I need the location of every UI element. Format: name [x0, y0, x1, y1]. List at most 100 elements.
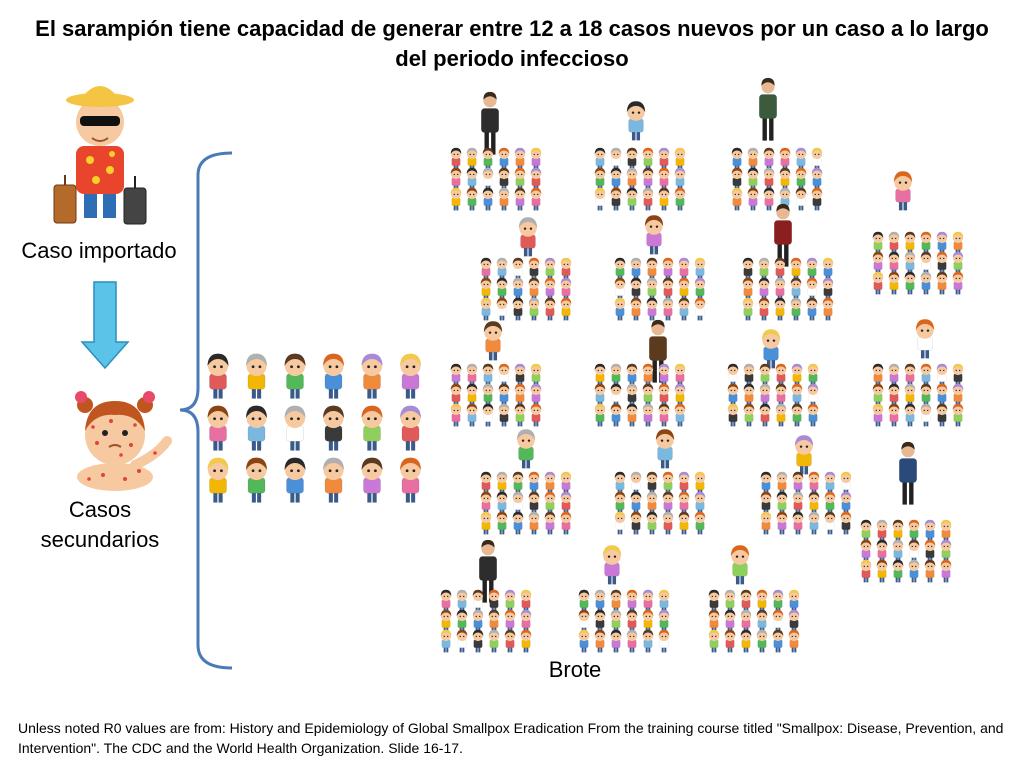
person-icon: [528, 277, 540, 301]
person-icon: [626, 609, 638, 633]
person-icon: [658, 187, 670, 211]
person-icon: [936, 363, 948, 387]
person-icon: [481, 91, 499, 155]
outbreak-cluster: [708, 545, 800, 653]
person-icon: [892, 519, 904, 543]
person-icon: [466, 167, 478, 191]
person-icon: [694, 297, 706, 321]
person-icon: [674, 187, 686, 211]
person-icon: [904, 383, 916, 407]
person-icon: [940, 519, 952, 543]
person-icon: [759, 77, 777, 141]
outbreak-cluster: [614, 215, 706, 321]
outbreak-cluster: [450, 321, 542, 427]
person-icon: [759, 403, 771, 427]
person-icon: [610, 167, 622, 191]
person-icon: [940, 539, 952, 563]
person-icon: [872, 251, 884, 275]
person-icon: [727, 383, 739, 407]
person-icon: [872, 231, 884, 255]
person-icon: [808, 471, 820, 495]
person-icon: [626, 363, 638, 387]
person-icon: [646, 257, 658, 281]
person-icon: [504, 629, 516, 653]
person-icon: [743, 383, 755, 407]
person-icon: [724, 609, 736, 633]
person-icon: [807, 383, 819, 407]
person-icon: [860, 519, 872, 543]
person-icon: [776, 471, 788, 495]
person-icon: [936, 251, 948, 275]
person-icon: [774, 297, 786, 321]
person-icon: [488, 629, 500, 653]
person-icon: [888, 383, 900, 407]
person-icon: [560, 471, 572, 495]
person-icon: [731, 187, 743, 211]
person-icon: [822, 277, 834, 301]
person-icon: [594, 403, 606, 427]
person-icon: [642, 629, 654, 653]
person-icon: [480, 257, 492, 281]
secondary-cases-label: Casos secundarios: [40, 497, 160, 552]
person-icon: [516, 429, 536, 469]
person-icon: [610, 629, 622, 653]
person-icon: [674, 403, 686, 427]
person-icon: [361, 457, 383, 503]
person-icon: [630, 471, 642, 495]
person-icon: [482, 167, 494, 191]
person-icon: [795, 187, 807, 211]
person-icon: [908, 559, 920, 583]
person-icon: [514, 403, 526, 427]
person-icon: [560, 511, 572, 535]
sick-child-icon: [75, 391, 172, 491]
person-icon: [626, 187, 638, 211]
person-icon: [472, 609, 484, 633]
person-icon: [694, 471, 706, 495]
person-icon: [450, 363, 462, 387]
person-icon: [790, 297, 802, 321]
tourist-icon: [53, 86, 147, 225]
secondary-cases-group: [207, 353, 422, 503]
person-icon: [888, 231, 900, 255]
outbreak-cluster: [480, 217, 572, 321]
person-icon: [578, 589, 590, 613]
person-icon: [795, 167, 807, 191]
person-icon: [892, 559, 904, 583]
person-icon: [514, 363, 526, 387]
person-icon: [626, 101, 646, 141]
outbreak-cluster: [614, 429, 706, 535]
person-icon: [440, 629, 452, 653]
person-icon: [466, 403, 478, 427]
person-icon: [952, 271, 964, 295]
person-icon: [610, 609, 622, 633]
person-icon: [806, 297, 818, 321]
person-icon: [772, 629, 784, 653]
person-icon: [811, 187, 823, 211]
person-icon: [496, 297, 508, 321]
person-icon: [594, 589, 606, 613]
person-icon: [610, 403, 622, 427]
person-icon: [488, 609, 500, 633]
person-icon: [482, 147, 494, 171]
person-icon: [480, 471, 492, 495]
person-icon: [876, 539, 888, 563]
person-icon: [790, 277, 802, 301]
person-icon: [893, 171, 913, 211]
person-icon: [791, 403, 803, 427]
person-icon: [361, 353, 383, 399]
person-icon: [892, 539, 904, 563]
person-icon: [824, 471, 836, 495]
person-icon: [888, 251, 900, 275]
person-icon: [498, 383, 510, 407]
person-icon: [788, 589, 800, 613]
person-icon: [840, 491, 852, 515]
person-icon: [904, 251, 916, 275]
person-icon: [284, 405, 306, 451]
person-icon: [245, 353, 268, 399]
person-icon: [284, 457, 306, 503]
person-icon: [808, 491, 820, 515]
person-icon: [791, 363, 803, 387]
person-icon: [872, 383, 884, 407]
person-icon: [483, 321, 503, 361]
person-icon: [811, 167, 823, 191]
